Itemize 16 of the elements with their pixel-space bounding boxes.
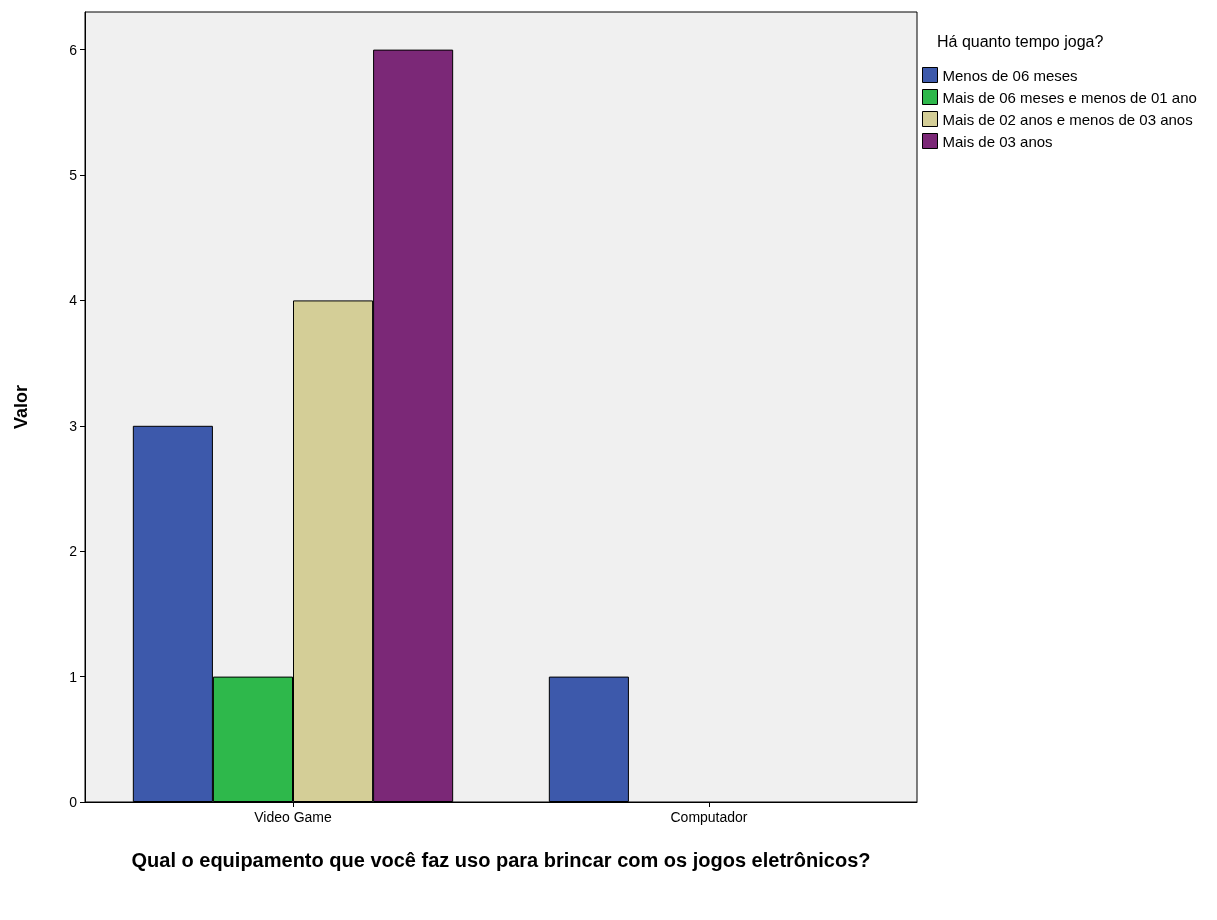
y-tick-label: 2	[69, 543, 78, 560]
y-tick-label: 4	[69, 292, 78, 309]
x-tick-label: Video Game	[254, 809, 332, 825]
y-tick-label: 1	[69, 668, 78, 685]
y-tick-label: 5	[69, 167, 78, 184]
legend-label: Mais de 06 meses e menos de 01 ano	[942, 88, 1197, 106]
legend-label: Menos de 06 meses	[942, 66, 1078, 84]
y-tick-label: 0	[69, 794, 78, 810]
y-tick-label: 3	[69, 417, 78, 434]
legend-label: Mais de 02 anos e menos de 03 anos	[942, 110, 1193, 128]
y-tick-label: 6	[69, 41, 78, 58]
x-tick-label: Computador	[670, 809, 748, 825]
legend-label: Mais de 03 anos	[942, 132, 1053, 150]
legend-title: Há quanto tempo joga?	[937, 32, 1104, 50]
y-axis-title: Valor	[11, 384, 31, 430]
x-axis-title: Qual o equipamento que você faz uso para brincar com os jogos eletrônicos?	[131, 849, 871, 871]
